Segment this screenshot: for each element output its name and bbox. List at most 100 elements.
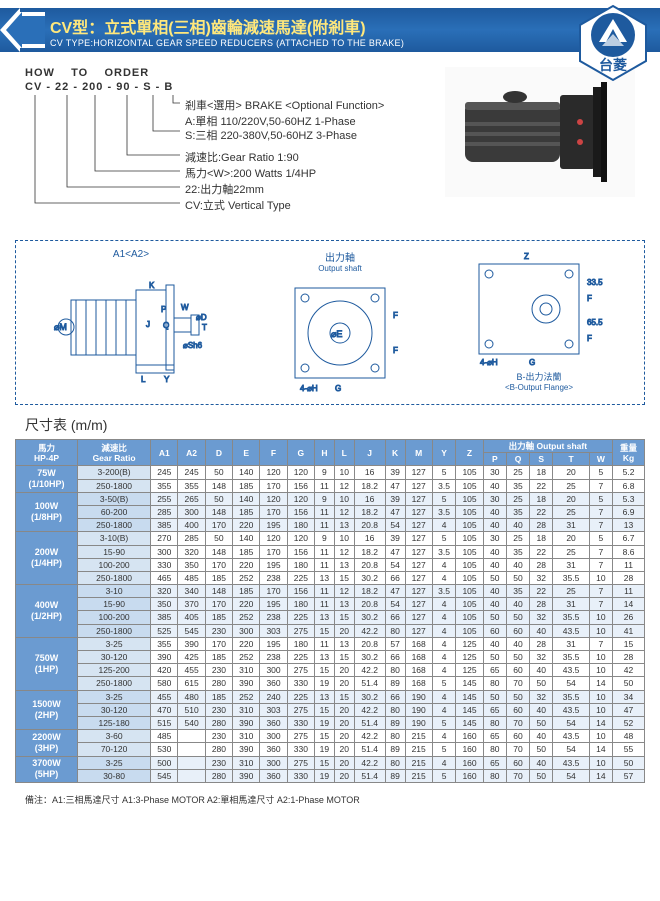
cell: 40 [530, 730, 553, 743]
cell: 48 [613, 730, 645, 743]
cell: 12 [334, 479, 354, 492]
table-row: 30-120390425185252238225131530.266168412… [16, 651, 645, 664]
cell: 66 [385, 651, 405, 664]
svg-text:F: F [393, 346, 398, 355]
cell: 57 [385, 637, 405, 650]
cell: 50 [483, 571, 506, 584]
cell: 185 [233, 545, 260, 558]
cell-hp: 100W(1/8HP) [16, 492, 78, 532]
cell: 35.5 [553, 690, 589, 703]
cell: 15 [334, 571, 354, 584]
cell: 4 [432, 598, 456, 611]
order-desc-5: 22:出力軸22mm [185, 181, 264, 197]
cell: 10 [589, 756, 612, 769]
cell: 60 [506, 664, 529, 677]
cell: 50 [506, 651, 529, 664]
cell: 3.5 [432, 545, 456, 558]
label-how: HOW [25, 67, 55, 79]
svg-text:4-⌀H: 4-⌀H [480, 358, 498, 367]
cell: 34 [613, 690, 645, 703]
cell: 54 [553, 769, 589, 782]
cell: 127 [405, 624, 432, 637]
cell: 7 [589, 505, 612, 518]
cell: 50 [530, 677, 553, 690]
table-row: 15-90350370170220195180111320.8541274105… [16, 598, 645, 611]
cell: 4 [432, 611, 456, 624]
cell: 390 [233, 769, 260, 782]
svg-text:⌀M: ⌀M [54, 322, 67, 332]
cell: 545 [178, 624, 205, 637]
cell: 40 [506, 598, 529, 611]
cell: 170 [205, 598, 232, 611]
cell: 15 [315, 703, 335, 716]
cell: 105 [456, 585, 483, 598]
cell: 220 [233, 598, 260, 611]
cell: 285 [151, 505, 178, 518]
cell: 20 [334, 664, 354, 677]
cell: 127 [405, 532, 432, 545]
cell: 120 [260, 466, 287, 479]
cell: 16 [354, 492, 385, 505]
cell: 185 [205, 651, 232, 664]
cell: 195 [260, 519, 287, 532]
cell-hp: 200W(1/4HP) [16, 532, 78, 585]
cell: 238 [260, 651, 287, 664]
cell: 80 [385, 703, 405, 716]
table-row: 100-200330350170220195180111320.85412741… [16, 558, 645, 571]
cell: 5.2 [613, 466, 645, 479]
cell: 13 [334, 519, 354, 532]
cell: 32 [530, 571, 553, 584]
cell: 20 [334, 769, 354, 782]
cell: 545 [151, 769, 178, 782]
svg-text:⌀D: ⌀D [196, 313, 207, 322]
cell: 15 [315, 730, 335, 743]
cell: 30-120 [78, 651, 151, 664]
cell: 60 [483, 624, 506, 637]
svg-text:Z: Z [524, 252, 529, 261]
cell: 50 [483, 611, 506, 624]
cell: 280 [205, 743, 232, 756]
cell: 80 [483, 743, 506, 756]
cell: 170 [260, 585, 287, 598]
cell: 60 [506, 730, 529, 743]
cell: 20 [334, 703, 354, 716]
cell: 66 [385, 611, 405, 624]
cell: 20 [334, 743, 354, 756]
table-row: 100-200385405185252238225131530.26612741… [16, 611, 645, 624]
motor-photo [445, 67, 635, 197]
cell: 105 [456, 492, 483, 505]
cell: 127 [405, 558, 432, 571]
cell: 385 [151, 519, 178, 532]
svg-text:J: J [146, 320, 150, 329]
cell: 18.2 [354, 505, 385, 518]
cell: 20 [334, 730, 354, 743]
cell: 40 [483, 479, 506, 492]
cell: 32 [530, 651, 553, 664]
cell: 105 [456, 571, 483, 584]
cell: 20 [553, 532, 589, 545]
cell: 330 [151, 558, 178, 571]
cell-hp: 400W(1/2HP) [16, 585, 78, 638]
cell: 7 [589, 637, 612, 650]
cell: 35.5 [553, 571, 589, 584]
cell: 4 [432, 558, 456, 571]
cell: 195 [260, 637, 287, 650]
cell: 40 [483, 637, 506, 650]
cell: 455 [178, 664, 205, 677]
cell: 485 [151, 730, 178, 743]
th-ratio: 減速比Gear Ratio [78, 440, 151, 466]
cell: 50 [205, 492, 232, 505]
cell: 80 [483, 677, 506, 690]
cell: 57 [613, 769, 645, 782]
svg-text:G: G [529, 358, 535, 367]
title-en: CV TYPE:HORIZONTAL GEAR SPEED REDUCERS (… [50, 38, 650, 48]
cell: 26 [613, 611, 645, 624]
cell: 470 [151, 703, 178, 716]
cell: 7 [589, 598, 612, 611]
cell: 127 [405, 545, 432, 558]
cell: 43.5 [553, 756, 589, 769]
cell: 5 [589, 532, 612, 545]
cell: 40 [483, 505, 506, 518]
cell: 100-200 [78, 611, 151, 624]
cell: 105 [456, 611, 483, 624]
